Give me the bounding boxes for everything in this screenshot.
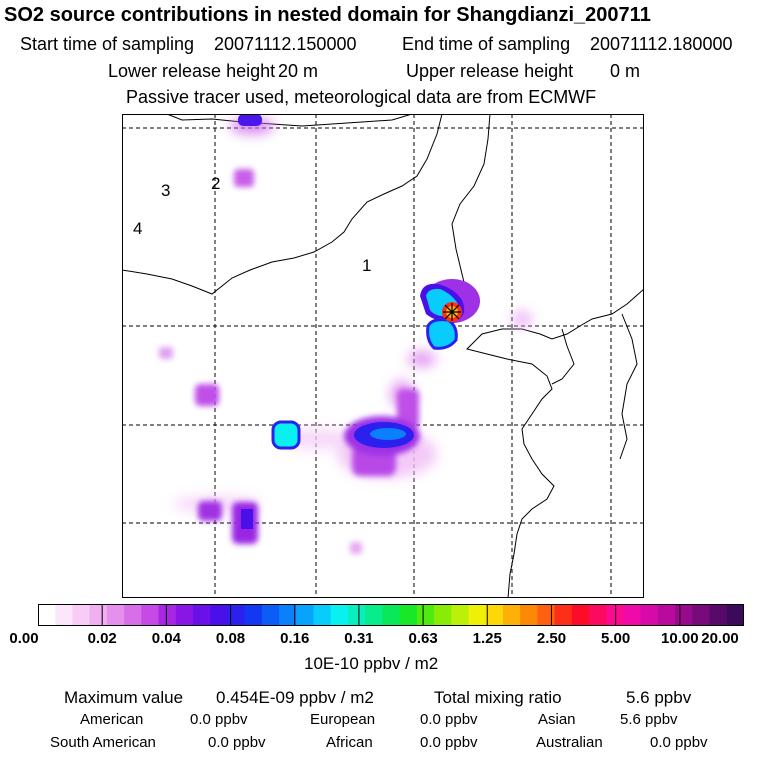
source-value-australian: 0.0 ppbv (650, 734, 708, 751)
source-value-south-american: 0.0 ppbv (208, 734, 266, 751)
colorbar-tick-label: 5.00 (601, 630, 631, 647)
colorbar-swatch (106, 604, 125, 626)
colorbar-swatch (244, 604, 263, 626)
upper-release-value: 0 m (610, 61, 641, 81)
colorbar-swatch (692, 604, 711, 626)
colorbar-tick-label: 0.16 (280, 630, 310, 647)
colorbar-tick-label: 0.04 (151, 630, 181, 647)
colorbar-swatch (175, 604, 194, 626)
colorbar-swatch (72, 604, 91, 626)
colorbar-swatch (571, 604, 590, 626)
source-name-asian: Asian (538, 711, 576, 728)
source-name-american: American (80, 711, 144, 728)
tracer-note: Passive tracer used, meteorological data… (126, 87, 597, 107)
colorbar-tick-label: 2.50 (536, 630, 567, 647)
source-name-australian: Australian (536, 734, 603, 751)
colorbar-swatch (451, 604, 469, 626)
colorbar-swatch (589, 604, 607, 626)
colorbar-tick-label: 0.08 (215, 630, 246, 647)
colorbar-swatch (192, 604, 211, 626)
source-value-european: 0.0 ppbv (420, 711, 478, 728)
colorbar-swatch (296, 604, 315, 626)
lower-release-value: 20 m (278, 61, 319, 81)
map-panel: 1 2 3 4 (122, 114, 644, 598)
colorbar-swatch (502, 604, 521, 626)
end-time-label: End time of sampling (402, 34, 571, 54)
grid-lines (122, 114, 644, 598)
total-mixing-value: 5.6 ppbv (626, 688, 692, 707)
colorbar-swatch (416, 604, 435, 626)
colorbar-tick-label: 0.02 (87, 630, 117, 647)
colorbar-swatch (124, 604, 142, 626)
concentration-plume (159, 114, 532, 554)
max-value: 0.454E-09 ppbv / m2 (216, 688, 374, 707)
max-value-label: Maximum value (64, 688, 184, 707)
colorbar-swatch (227, 604, 246, 626)
colorbar-swatch (554, 604, 573, 626)
total-mixing-label: Total mixing ratio (434, 688, 562, 707)
source-name-south-american: South American (50, 734, 156, 751)
colorbar-swatch (365, 604, 383, 626)
colorbar-swatch (210, 604, 228, 626)
colorbar-swatch (657, 604, 676, 626)
colorbar-tick-label: 0.00 (9, 630, 39, 647)
region-label-1: 1 (362, 256, 371, 275)
colorbar-swatch (38, 604, 56, 626)
colorbar-unit: 10E-10 ppbv / m2 (304, 654, 439, 673)
colorbar-swatch (623, 604, 642, 626)
colorbar-swatch (330, 604, 349, 626)
colorbar-tick-label: 10.00 (661, 630, 699, 647)
station-marker (443, 303, 461, 321)
lower-release-label: Lower release height (108, 61, 276, 81)
colorbar-swatch (279, 604, 297, 626)
colorbar-swatch (537, 604, 556, 626)
region-label-3: 3 (161, 181, 170, 200)
colorbar-swatch (709, 604, 728, 626)
colorbar-swatch (675, 604, 693, 626)
colorbar-swatch (520, 604, 538, 626)
colorbar-swatch (485, 604, 504, 626)
colorbar-swatch (434, 604, 452, 626)
colorbar-tick-label: 20.00 (701, 630, 739, 647)
page-title: SO2 source contributions in nested domai… (4, 4, 651, 26)
colorbar-swatch (158, 604, 177, 626)
colorbar (38, 604, 744, 626)
source-value-african: 0.0 ppbv (420, 734, 478, 751)
source-value-asian: 5.6 ppbv (620, 711, 678, 728)
end-time-value: 20071112.180000 (590, 34, 733, 54)
region-label-4: 4 (133, 219, 142, 238)
colorbar-swatch (606, 604, 624, 626)
colorbar-swatch (89, 604, 108, 626)
colorbar-border (38, 604, 744, 626)
colorbar-tick-label: 0.63 (408, 630, 438, 647)
region-label-2: 2 (211, 174, 220, 193)
colorbar-swatch (399, 604, 418, 626)
colorbar-swatch (261, 604, 280, 626)
colorbar-swatch (468, 604, 487, 626)
source-name-african: African (326, 734, 373, 751)
colorbar-tick-label: 0.31 (344, 630, 374, 647)
colorbar-swatch (55, 604, 73, 626)
start-time-value: 20071112.150000 (214, 34, 357, 54)
colorbar-swatch (347, 604, 366, 626)
upper-release-label: Upper release height (406, 61, 574, 81)
colorbar-swatch (640, 604, 659, 626)
colorbar-swatch (726, 604, 744, 626)
colorbar-tick-label: 1.25 (472, 630, 502, 647)
source-name-european: European (310, 711, 376, 728)
source-value-american: 0.0 ppbv (190, 711, 248, 728)
colorbar-swatch (313, 604, 332, 626)
colorbar-swatch (141, 604, 160, 626)
colorbar-swatch (382, 604, 401, 626)
start-time-label: Start time of sampling (20, 34, 195, 54)
